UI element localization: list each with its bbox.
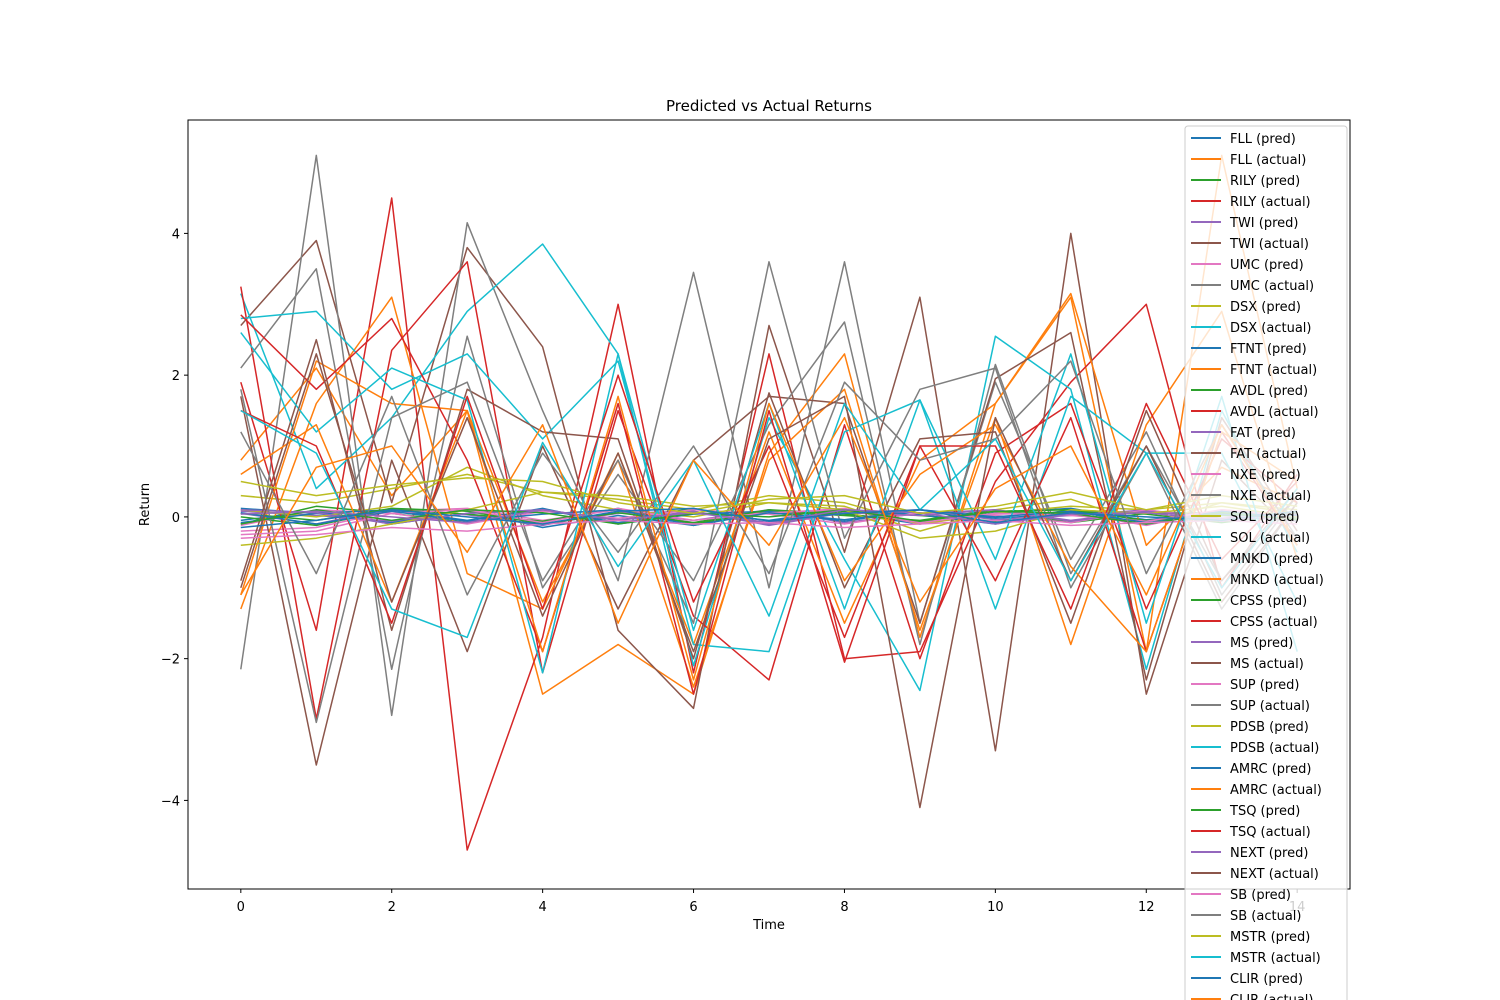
y-tick-label: 4 xyxy=(172,227,180,242)
x-tick-label: 6 xyxy=(689,900,697,915)
series-line-40 xyxy=(240,507,1298,529)
series-line-8 xyxy=(240,473,1298,525)
legend-label: RILY (actual) xyxy=(1230,195,1311,210)
legend-label: PDSB (actual) xyxy=(1230,741,1319,756)
legend-label: CPSS (actual) xyxy=(1230,615,1318,630)
series-line-27 xyxy=(240,261,1298,724)
legend-label: UMC (actual) xyxy=(1230,279,1314,294)
legend-label: MSTR (actual) xyxy=(1230,951,1321,966)
legend-label: MNKD (pred) xyxy=(1230,552,1313,567)
legend-label: DSX (actual) xyxy=(1230,321,1311,336)
series-line-33 xyxy=(240,374,1298,639)
series-line-17 xyxy=(240,268,1298,671)
legend-label: SB (pred) xyxy=(1230,888,1291,903)
legend-label: MS (actual) xyxy=(1230,657,1304,672)
series-line-39 xyxy=(240,402,1298,639)
x-axis-title: Time xyxy=(752,918,785,933)
series-line-41 xyxy=(240,416,1298,624)
y-tick-label: 0 xyxy=(172,511,180,526)
chart-title: Predicted vs Actual Returns xyxy=(666,97,872,115)
x-tick-label: 4 xyxy=(538,900,546,915)
y-axis-title: Return xyxy=(138,483,153,526)
legend-label: SUP (pred) xyxy=(1230,678,1299,693)
series-line-22 xyxy=(240,507,1298,525)
legend-label: FAT (pred) xyxy=(1230,426,1296,441)
legend-label: DSX (pred) xyxy=(1230,300,1301,315)
legend-label: FAT (actual) xyxy=(1230,447,1306,462)
y-tick-label: 2 xyxy=(172,369,180,384)
x-axis: 02468101214 xyxy=(237,889,1305,915)
x-tick-label: 8 xyxy=(840,900,848,915)
plot-frame xyxy=(187,119,1351,890)
legend-label: FTNT (pred) xyxy=(1230,342,1307,357)
series-line-24 xyxy=(240,509,1298,525)
x-tick-label: 0 xyxy=(237,900,245,915)
series-line-23 xyxy=(240,314,1298,695)
x-tick-label: 10 xyxy=(987,900,1004,915)
series-line-5 xyxy=(240,232,1298,752)
legend-label: FTNT (actual) xyxy=(1230,363,1317,378)
legend-label: NXE (actual) xyxy=(1230,489,1311,504)
legend-label: NEXT (actual) xyxy=(1230,867,1319,882)
legend-label: TSQ (actual) xyxy=(1229,825,1311,840)
legend-label: AVDL (actual) xyxy=(1230,405,1319,420)
legend-label: CPSS (pred) xyxy=(1230,594,1307,609)
legend-label: FLL (actual) xyxy=(1230,153,1306,168)
legend-label: NXE (pred) xyxy=(1230,468,1301,483)
x-tick-label: 2 xyxy=(388,900,396,915)
series-line-11 xyxy=(240,292,1298,646)
series-line-37 xyxy=(240,360,1298,596)
legend-label: SOL (actual) xyxy=(1230,531,1310,546)
x-tick-label: 12 xyxy=(1138,900,1155,915)
legend-label: AVDL (pred) xyxy=(1230,384,1308,399)
series-line-31 xyxy=(240,395,1298,681)
series-line-35 xyxy=(240,353,1298,809)
y-tick-label: −4 xyxy=(161,794,180,809)
legend-label: SUP (actual) xyxy=(1230,699,1310,714)
legend-label: TWI (actual) xyxy=(1229,237,1309,252)
series-line-36 xyxy=(240,519,1298,539)
series-line-30 xyxy=(240,509,1298,527)
legend-label: SOL (pred) xyxy=(1230,510,1300,525)
legend-label: TSQ (pred) xyxy=(1229,804,1300,819)
series-line-15 xyxy=(240,331,1298,766)
legend: FLL (pred) FLL (actual) RILY (pred) RILY (a… xyxy=(1184,125,1348,1000)
legend-label: CLIR (actual) xyxy=(1230,993,1314,1000)
legend-label: UMC (pred) xyxy=(1230,258,1304,273)
legend-label: FLL (pred) xyxy=(1230,132,1296,147)
legend-label: PDSB (pred) xyxy=(1230,720,1309,735)
legend-label: AMRC (pred) xyxy=(1230,762,1311,777)
y-axis: −4 −2 0 2 4 xyxy=(161,227,188,809)
legend-label: NEXT (pred) xyxy=(1230,846,1308,861)
legend-label: MNKD (actual) xyxy=(1230,573,1324,588)
legend-label: AMRC (actual) xyxy=(1230,783,1322,798)
series-line-32 xyxy=(240,509,1298,525)
y-tick-label: −2 xyxy=(161,653,180,668)
legend-label: MS (pred) xyxy=(1230,636,1293,651)
legend-frame xyxy=(1184,125,1348,1000)
legend-label: CLIR (pred) xyxy=(1230,972,1303,987)
legend-label: SB (actual) xyxy=(1230,909,1301,924)
series-line-13 xyxy=(240,261,1298,720)
legend-label: TWI (pred) xyxy=(1229,216,1298,231)
legend-label: RILY (pred) xyxy=(1230,174,1300,189)
series-line-19 xyxy=(240,310,1298,653)
series-line-7 xyxy=(240,154,1298,717)
legend-label: MSTR (pred) xyxy=(1230,930,1310,945)
series-lines xyxy=(240,154,1298,851)
